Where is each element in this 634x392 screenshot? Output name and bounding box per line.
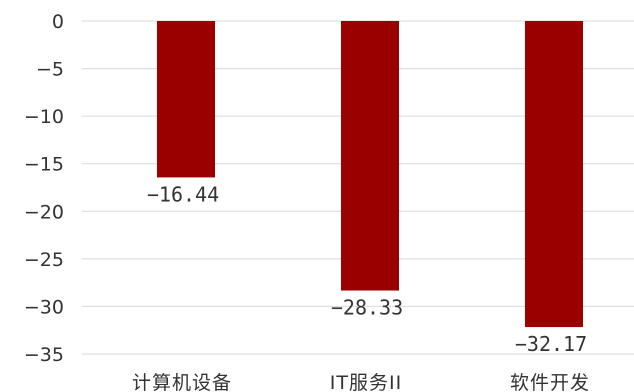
category-label: 计算机设备	[132, 372, 232, 392]
category-label: 软件开发	[510, 372, 590, 392]
y-tick-label: −5	[36, 59, 64, 81]
data-label: −16.44	[147, 182, 219, 206]
y-tick-label: −15	[24, 154, 64, 176]
y-axis-ticks: 0 −5 −10 −15 −20 −25 −30 −35	[24, 11, 64, 366]
category-label: IT服务II	[330, 372, 402, 392]
bar	[341, 21, 399, 291]
bar	[525, 21, 583, 328]
y-tick-label: −30	[24, 296, 64, 318]
category-labels: 计算机设备 IT服务II 软件开发	[132, 372, 590, 392]
y-tick-label: −25	[24, 249, 64, 271]
bars	[157, 21, 583, 328]
y-tick-label: −20	[24, 201, 64, 223]
data-label: −32.17	[515, 332, 587, 356]
data-labels: −16.44 −28.33 −32.17	[147, 182, 587, 356]
y-tick-label: 0	[52, 11, 64, 33]
bar	[157, 21, 215, 178]
y-tick-label: −10	[24, 106, 64, 128]
data-label: −28.33	[331, 296, 403, 320]
y-tick-label: −35	[24, 344, 64, 366]
